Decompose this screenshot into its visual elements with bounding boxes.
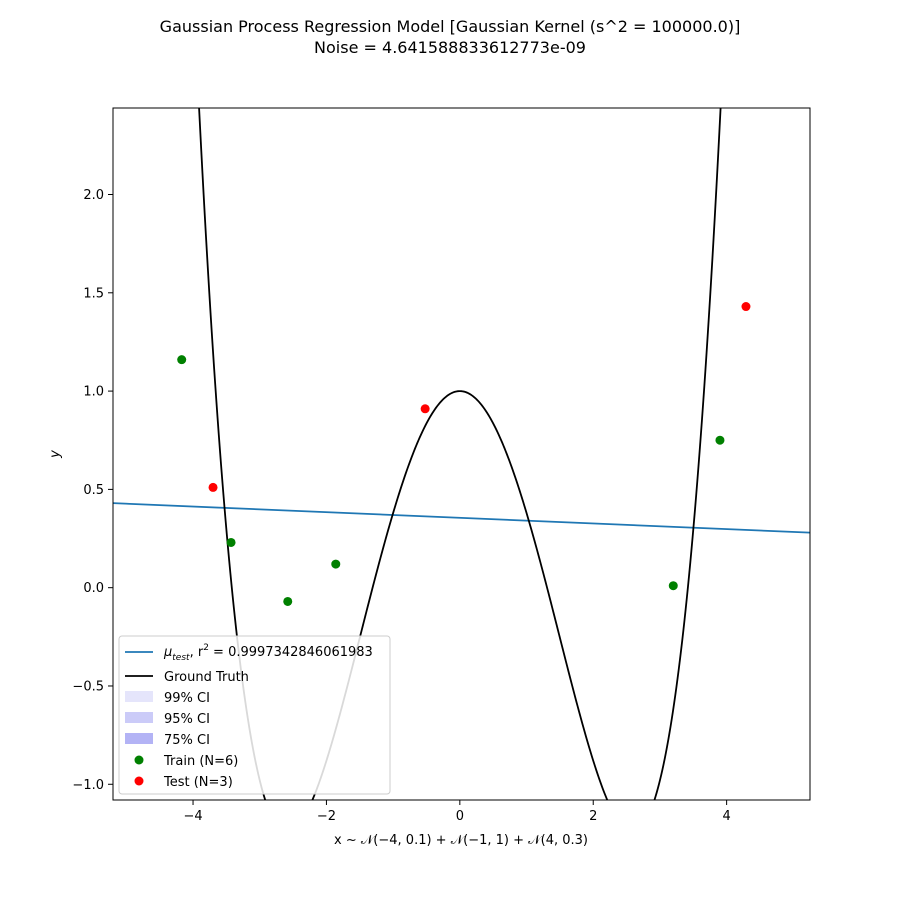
x-tick-label: 2 (589, 809, 597, 824)
x-tick-label: −4 (183, 809, 202, 824)
legend-ci99-swatch (125, 691, 153, 702)
x-tick-label: 4 (722, 809, 730, 824)
legend-test-marker (134, 776, 144, 786)
y-axis-label: y (48, 450, 63, 459)
legend: μtest, r2 = 0.9997342846061983 Ground Tr… (118, 635, 391, 795)
chart-title-line2: Noise = 4.641588833612773e-09 (314, 38, 586, 57)
plot-area (113, 108, 810, 800)
train-point (226, 537, 236, 547)
legend-mu-sup: 2 (203, 643, 209, 653)
legend-ci95-swatch (125, 712, 153, 723)
legend-mu-sub: test (172, 653, 190, 663)
legend-mu-label: μtest, r2 = 0.9997342846061983 (163, 643, 373, 663)
axes-frame (112, 107, 811, 801)
legend-ground-truth-label: Ground Truth (164, 670, 249, 685)
legend-train-label: Train (N=6) (163, 754, 238, 769)
legend-mu-prefix: μ (163, 645, 172, 660)
legend-ci75-swatch (125, 733, 153, 744)
y-tick-label: −0.5 (72, 679, 104, 694)
x-axis-label: x ~ 𝒩(−4, 0.1) + 𝒩(−1, 1) + 𝒩(4, 0.3) (334, 833, 588, 848)
train-point (668, 581, 678, 591)
y-axis-ticks: −1.0 −0.5 0.0 0.5 1.0 1.5 2.0 (72, 188, 113, 793)
train-point (331, 559, 341, 569)
train-point (715, 435, 725, 445)
ground-truth-line (198, 108, 722, 800)
test-point (208, 482, 218, 492)
y-tick-label: 1.0 (83, 385, 104, 400)
test-point (741, 302, 751, 312)
legend-test-label: Test (N=3) (163, 775, 233, 790)
legend-mu-rest: , r (190, 645, 204, 660)
train-point (283, 596, 293, 606)
legend-mu-value: = 0.9997342846061983 (209, 645, 373, 660)
y-tick-label: −1.0 (72, 778, 104, 793)
legend-ci99-label: 99% CI (164, 691, 210, 706)
legend-train-marker (134, 755, 144, 765)
train-point (177, 355, 187, 365)
y-tick-label: 2.0 (83, 188, 104, 203)
y-tick-label: 0.5 (83, 483, 104, 498)
y-tick-label: 0.0 (83, 581, 104, 596)
legend-box (118, 635, 391, 795)
mu-test-line (113, 502, 810, 534)
y-tick-label: 1.5 (83, 286, 104, 301)
chart-title-line1: Gaussian Process Regression Model [Gauss… (160, 17, 741, 36)
legend-ci75-label: 75% CI (164, 733, 210, 748)
test-point (420, 404, 430, 414)
x-tick-label: −2 (317, 809, 336, 824)
legend-ci95-label: 95% CI (164, 712, 210, 727)
x-tick-label: 0 (456, 809, 464, 824)
x-axis-ticks: −4 −2 0 2 4 (183, 800, 731, 824)
